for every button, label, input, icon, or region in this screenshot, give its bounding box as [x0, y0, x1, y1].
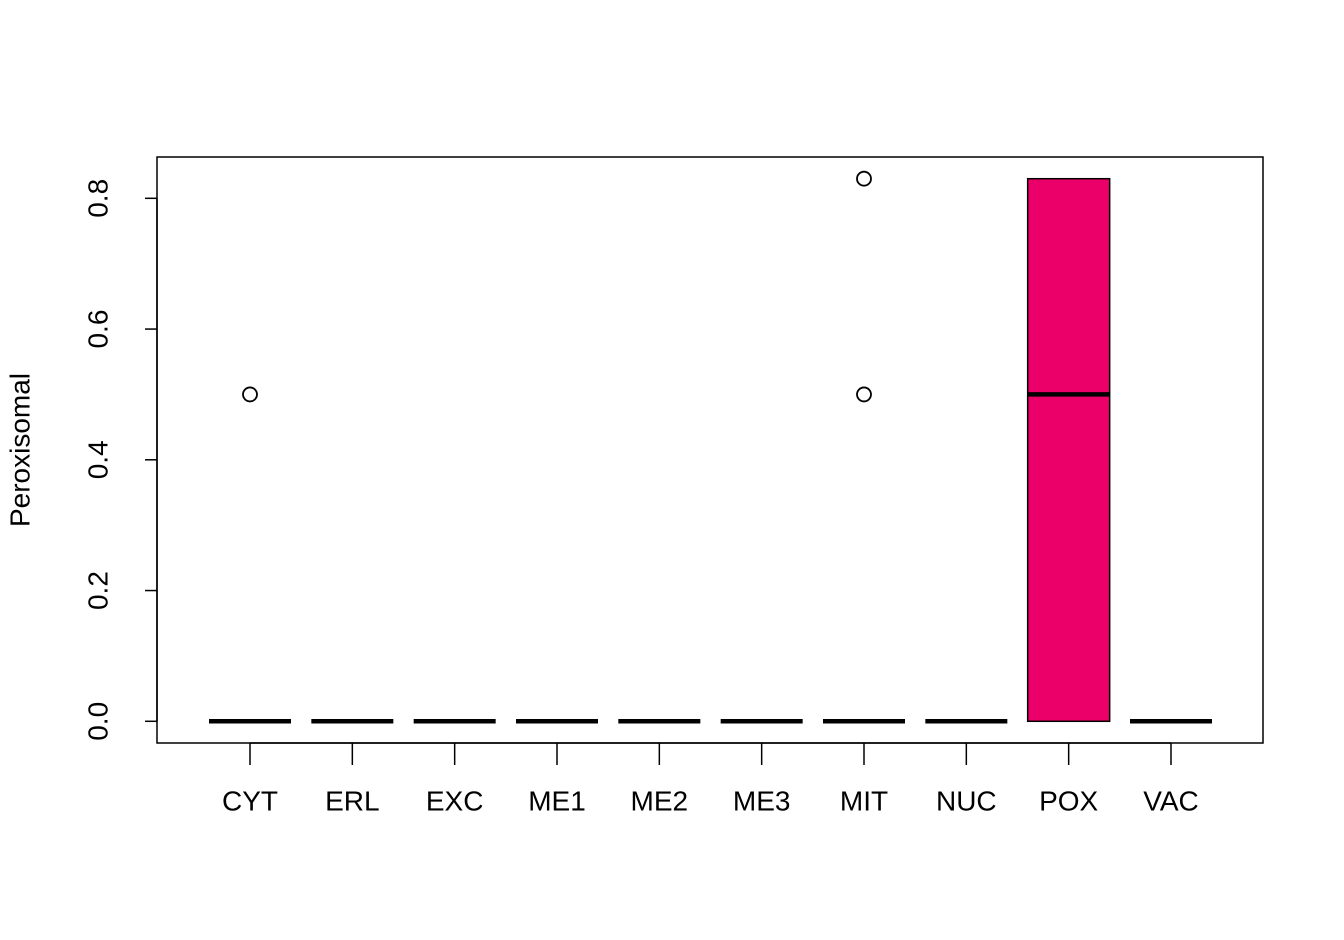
x-tick-label: NUC [936, 785, 997, 816]
y-tick-label: 0.6 [82, 310, 113, 349]
x-tick-label: ERL [325, 785, 379, 816]
x-tick-label: POX [1039, 785, 1098, 816]
x-tick-label: ME2 [631, 785, 689, 816]
y-tick-label: 0.0 [82, 702, 113, 741]
y-tick-label: 0.4 [82, 440, 113, 479]
x-tick-label: EXC [426, 785, 484, 816]
x-tick-label: ME1 [528, 785, 586, 816]
outlier [856, 170, 872, 187]
y-tick-label: 0.8 [82, 179, 113, 218]
outlier [856, 386, 872, 403]
x-tick-label: CYT [222, 785, 278, 816]
x-tick-label: ME3 [733, 785, 791, 816]
y-tick-label: 0.2 [82, 571, 113, 610]
x-tick-label: MIT [840, 785, 888, 816]
box [1026, 177, 1111, 723]
outlier [242, 386, 258, 403]
y-axis-label: Peroxisomal [4, 373, 35, 527]
x-tick-label: VAC [1143, 785, 1199, 816]
